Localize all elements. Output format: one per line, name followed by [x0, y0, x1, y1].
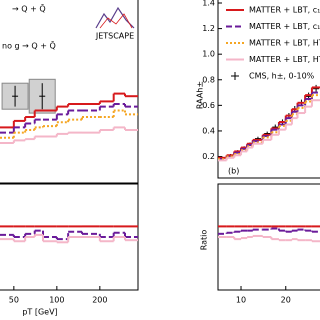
x-tick-label: 20 [281, 296, 291, 305]
annotation: (b) [228, 167, 239, 176]
legend-label: CMS, h±, 0-10% [249, 72, 315, 81]
y-tick-label: 0.2 [202, 152, 215, 161]
y-axis-label: Ratio [200, 230, 209, 251]
legend-label: MATTER + LBT, c₁ = [249, 6, 320, 15]
annotation: JETSCAPE [95, 32, 134, 41]
x-tick-label: 10 [236, 296, 246, 305]
annotation: no g → Q + Q̄ [2, 40, 56, 50]
right-main-frame [217, 0, 320, 179]
y-tick-label: 0.8 [202, 75, 215, 84]
logo-mountains [99, 13, 133, 29]
y-tick-label: 1.4 [202, 0, 215, 8]
left-main-frame [0, 0, 139, 184]
y-tick-label: 1.2 [202, 24, 215, 33]
annotation: → Q + Q̄ [12, 3, 46, 13]
legend-label: MATTER + LBT, c₁ = [249, 22, 320, 31]
x-tick-label: 100 [49, 296, 64, 305]
logo-mountains [95, 6, 135, 29]
y-tick-label: 0.6 [202, 101, 215, 110]
legend-label: MATTER + LBT, HTL [249, 55, 320, 64]
y-tick-label: 1.0 [202, 50, 215, 59]
x-tick-label: 50 [9, 296, 19, 305]
x-tick-label: 200 [92, 296, 107, 305]
legend-label: MATTER + LBT, HTL [249, 39, 320, 48]
y-axis-label: RAAh± [196, 81, 205, 109]
y-tick-label: 0.4 [202, 126, 215, 135]
x-axis-label: pT [GeV] [22, 308, 57, 317]
